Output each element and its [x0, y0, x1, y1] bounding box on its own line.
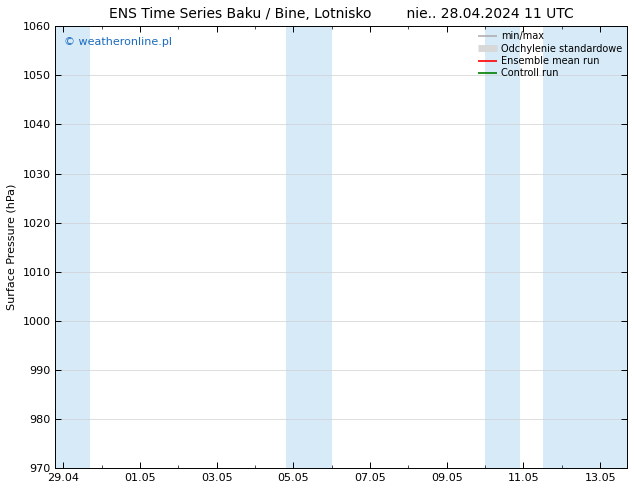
Bar [543, 26, 627, 468]
Title: ENS Time Series Baku / Bine, Lotnisko        nie.. 28.04.2024 11 UTC: ENS Time Series Baku / Bine, Lotnisko ni… [109, 7, 574, 21]
Y-axis label: Surface Pressure (hPa): Surface Pressure (hPa) [7, 184, 17, 311]
Bar [286, 26, 332, 468]
Bar [485, 26, 520, 468]
Legend: min/max, Odchylenie standardowe, Ensemble mean run, Controll run: min/max, Odchylenie standardowe, Ensembl… [476, 29, 624, 80]
Text: © weatheronline.pl: © weatheronline.pl [64, 37, 172, 48]
Bar [56, 26, 90, 468]
